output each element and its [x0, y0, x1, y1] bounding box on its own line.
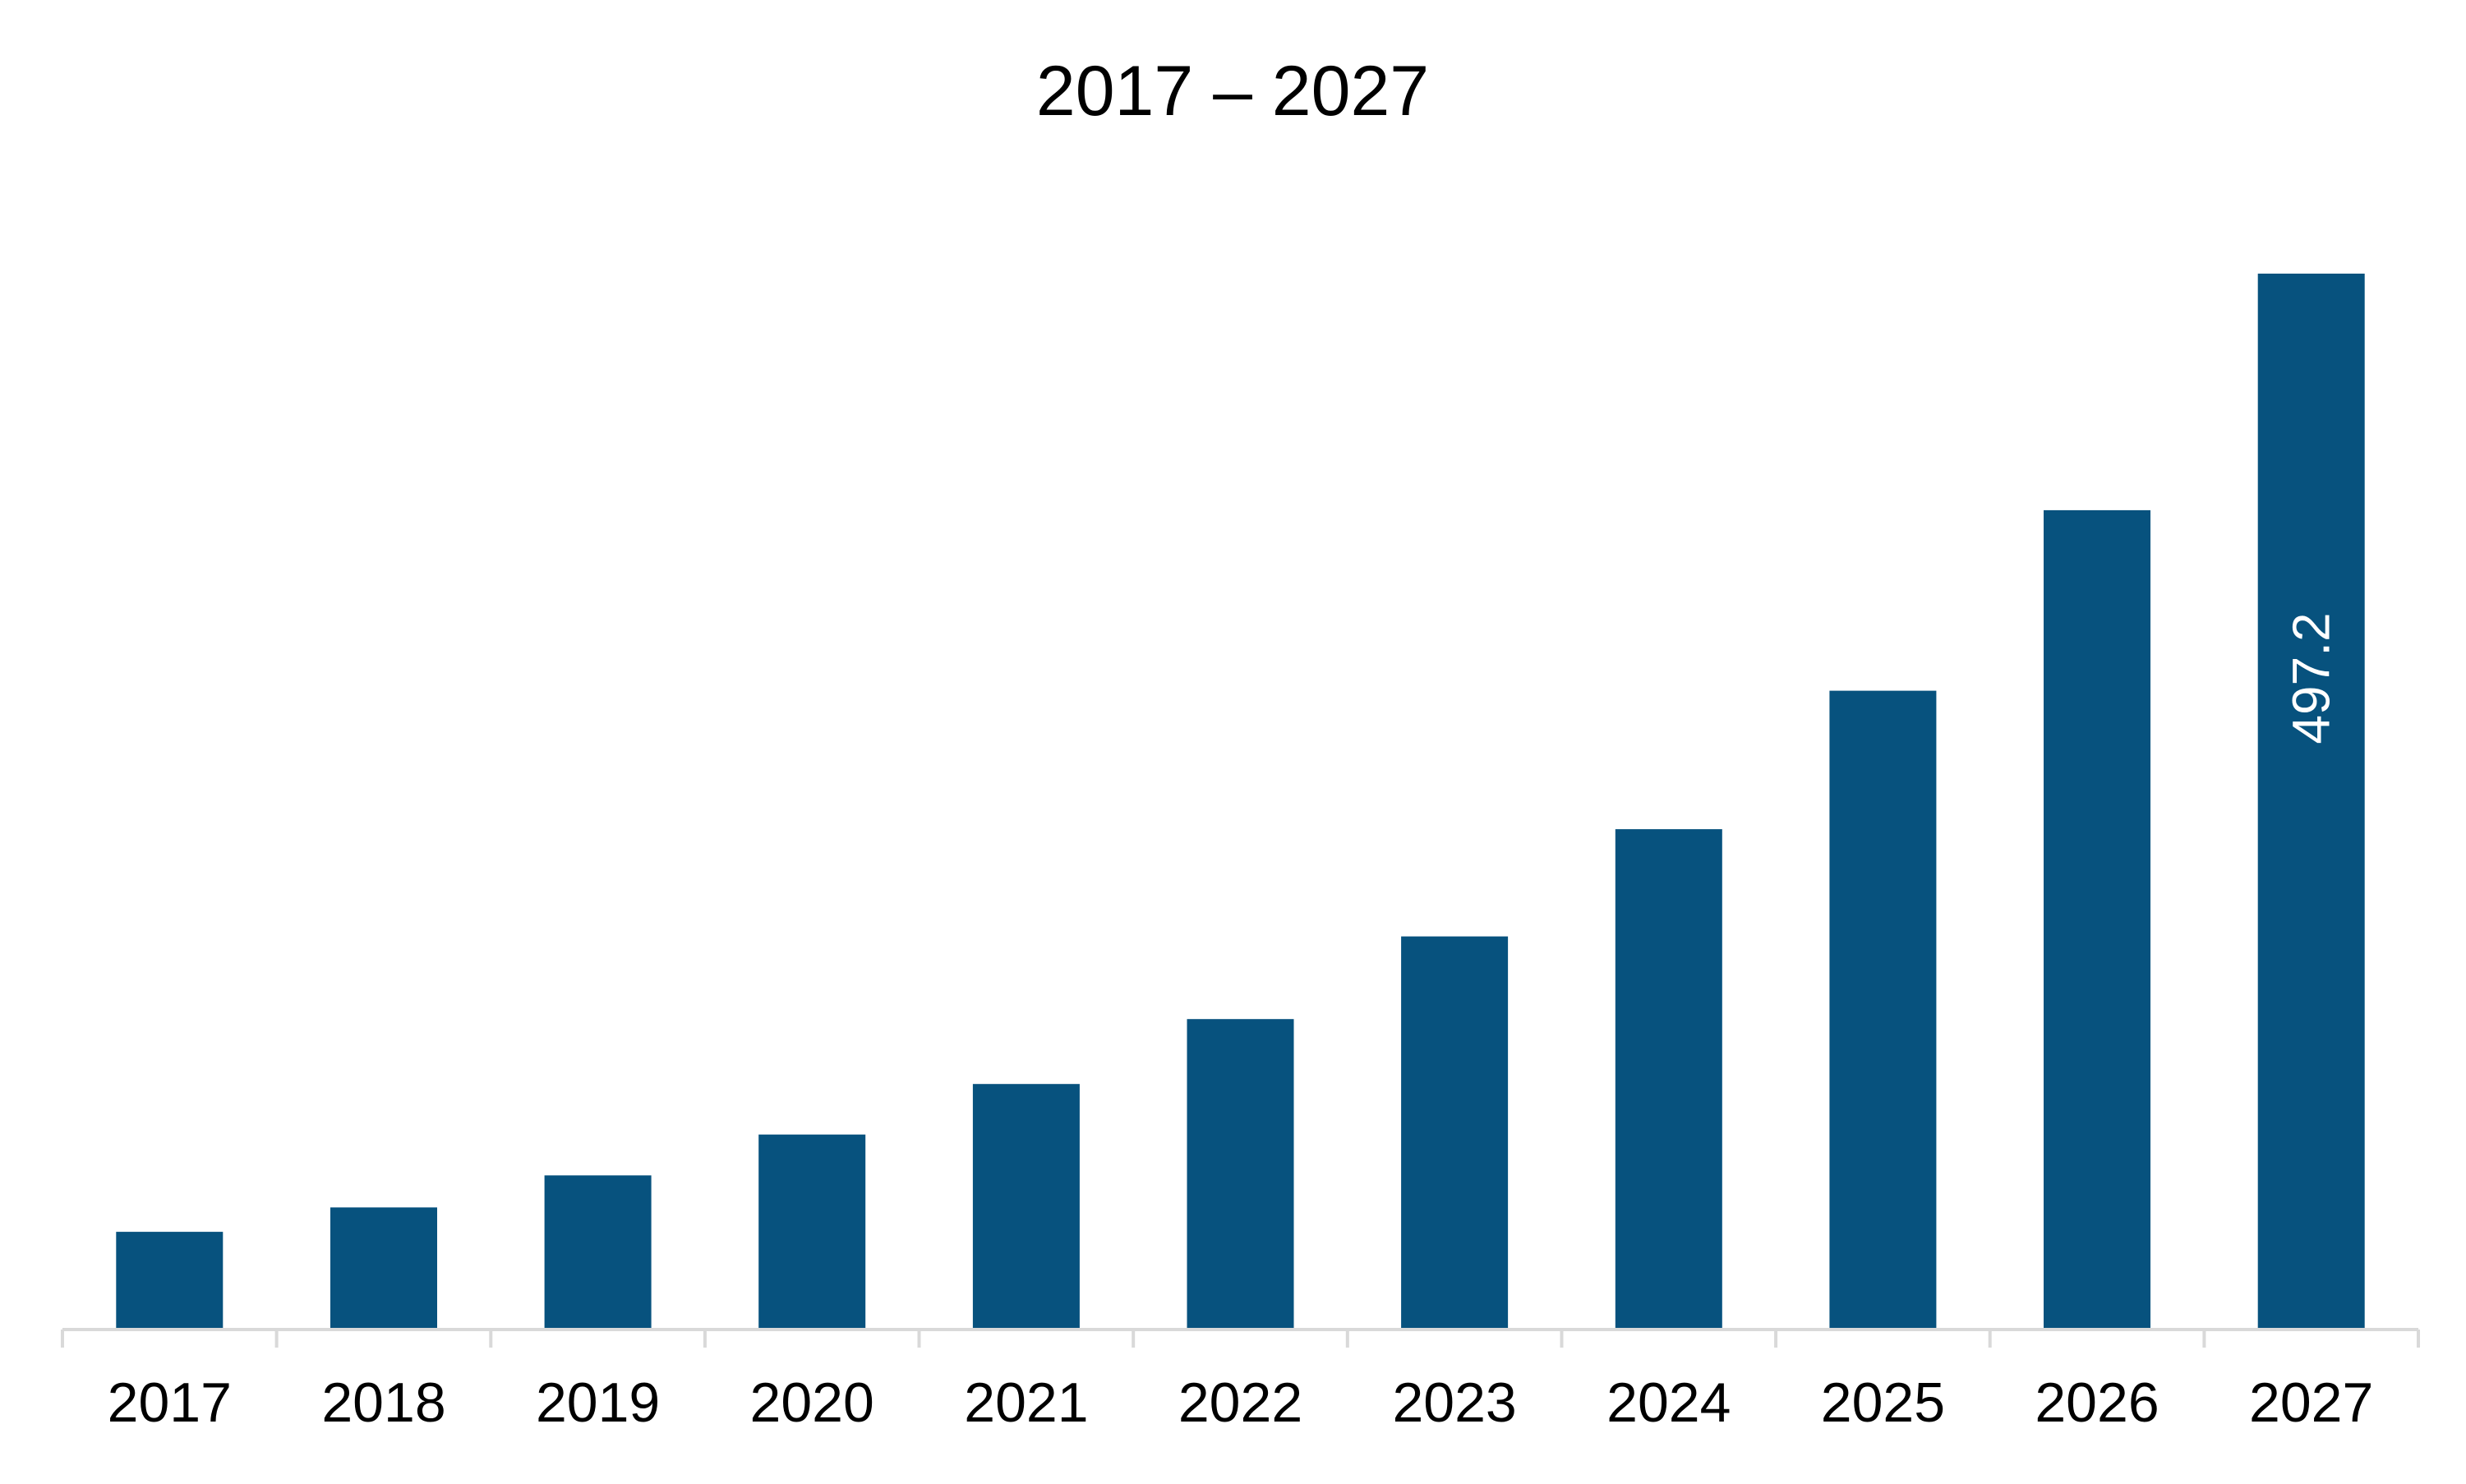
x-tick-label-2021: 2021 — [964, 1371, 1088, 1434]
x-tick-labels: 2017 2018 2019 2020 2021 2022 2023 2024 2025 2026… — [108, 1371, 2374, 1434]
x-tick-label-2026: 2026 — [2035, 1371, 2159, 1434]
bar-2021 — [972, 1084, 1080, 1330]
data-labels: 497.2 — [2282, 612, 2341, 744]
bar-2024 — [1615, 829, 1722, 1330]
x-tick-label-2019: 2019 — [536, 1371, 660, 1434]
bar-2019 — [544, 1175, 652, 1330]
bar-2025 — [1829, 690, 1937, 1330]
bar-2020 — [758, 1134, 866, 1330]
x-axis — [61, 1328, 2420, 1348]
x-tick-label-2024: 2024 — [1606, 1371, 1731, 1434]
x-tick-label-2020: 2020 — [750, 1371, 874, 1434]
bar-2023 — [1401, 936, 1509, 1330]
bar-2026 — [2044, 509, 2150, 1330]
x-tick-label-2027: 2027 — [2249, 1371, 2373, 1434]
bar-2018 — [330, 1207, 437, 1330]
bars-layer — [116, 274, 2365, 1330]
x-tick-label-2023: 2023 — [1392, 1371, 1516, 1434]
x-tick-label-2025: 2025 — [1821, 1371, 1945, 1434]
x-tick-label-2022: 2022 — [1178, 1371, 1302, 1434]
bar-2027 — [2257, 274, 2365, 1330]
chart-title: 2017 – 2027 — [1036, 52, 1429, 131]
data-label-2027: 497.2 — [2282, 612, 2341, 744]
x-tick-label-2017: 2017 — [108, 1371, 232, 1434]
bar-2017 — [116, 1232, 224, 1330]
x-tick-label-2018: 2018 — [321, 1371, 445, 1434]
bar-2022 — [1187, 1019, 1294, 1330]
